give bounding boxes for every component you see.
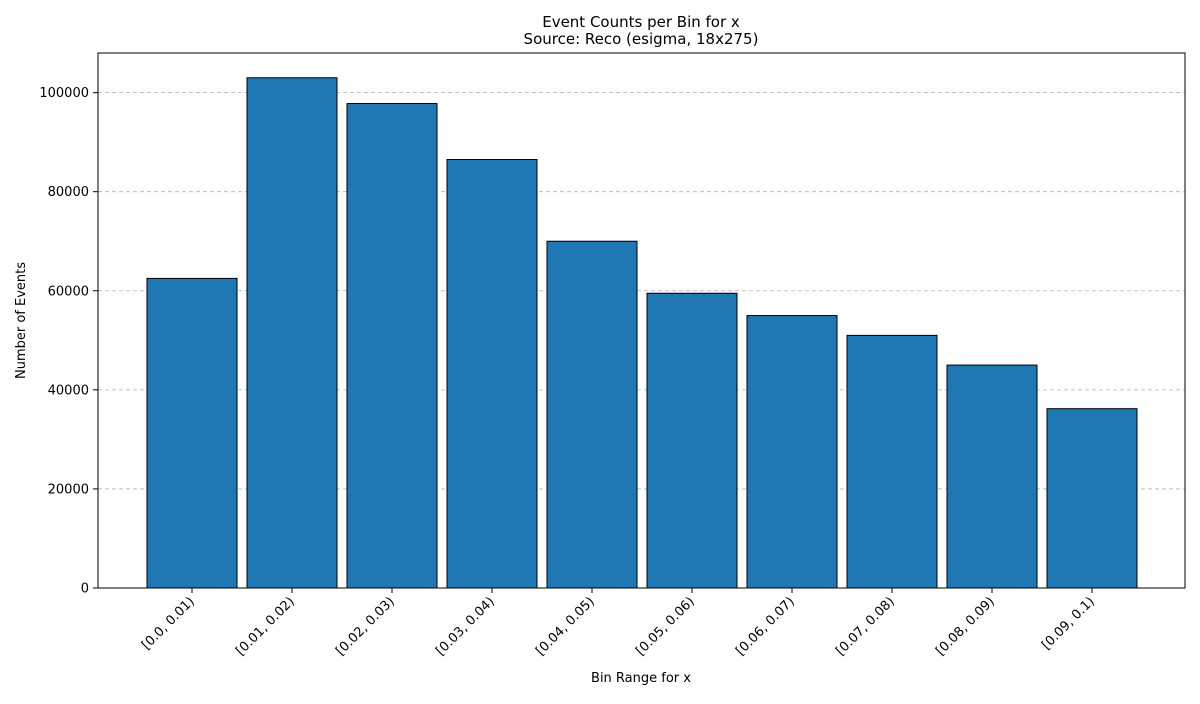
y-tick-label: 0 [81,582,89,597]
x-axis: [0.0, 0.01) [0.01, 0.02) [0.02, 0.03) [0.03… [139,588,1098,659]
y-axis: 0 20000 40000 60000 80000 100000 [39,86,98,597]
bar [546,240,638,589]
bar [1046,408,1138,589]
bar [246,77,338,589]
bar [446,159,538,589]
y-tick-label: 40000 [48,383,89,398]
y-axis-label: Number of Events [14,262,29,379]
x-tick-label: [0.03, 0.04) [433,594,498,659]
x-tick-label: [0.06, 0.07) [733,594,798,659]
x-tick-label: [0.02, 0.03) [333,594,398,659]
x-tick-label: [0.04, 0.05) [533,594,598,659]
chart-title: Event Counts per Bin for x [542,13,740,31]
x-tick-label: [0.09, 0.1) [1039,594,1098,653]
bar [146,277,238,589]
y-tick-label: 60000 [48,284,89,299]
x-tick-label: [0.07, 0.08) [833,594,898,659]
x-tick-label: [0.05, 0.06) [633,594,698,659]
x-tick-label: [0.01, 0.02) [233,594,298,659]
chart-subtitle: Source: Reco (esigma, 18x275) [524,30,759,48]
x-tick-label: [0.0, 0.01) [139,594,198,653]
y-tick-label: 80000 [48,185,89,200]
bar [346,103,438,589]
x-tick-label: [0.08, 0.09) [933,594,998,659]
bar [746,315,838,589]
y-tick-label: 20000 [48,482,89,497]
bars-layer [146,77,1138,589]
plot-frame [97,52,1186,589]
x-axis-label: Bin Range for x [591,671,691,686]
bar [946,364,1038,589]
y-tick-label: 100000 [39,86,89,101]
bar [646,292,738,589]
bar [846,334,938,589]
